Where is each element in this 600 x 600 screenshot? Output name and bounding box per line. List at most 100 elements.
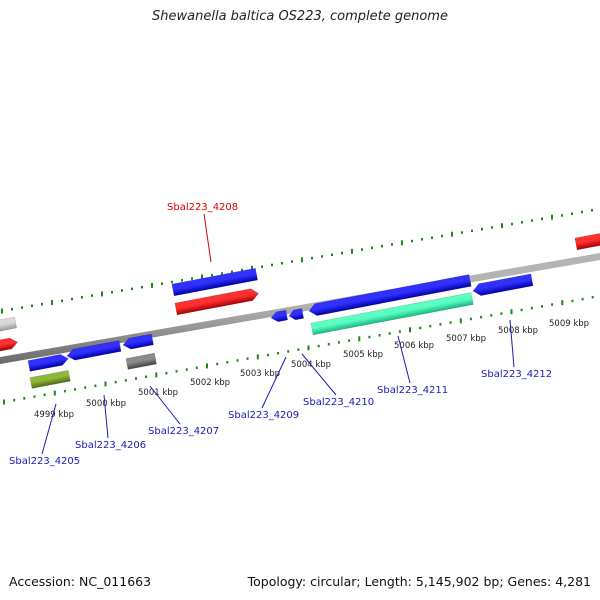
forward-cds-sbal223-4208[interactable] (171, 267, 258, 297)
major-tick (459, 318, 462, 324)
minor-tick (419, 326, 422, 330)
minor-tick (91, 294, 93, 297)
accession-text: Accession: NC_011663 (9, 574, 152, 589)
minor-tick (311, 256, 313, 260)
minor-tick (591, 209, 593, 212)
minor-tick (71, 297, 73, 301)
minor-tick (41, 302, 43, 306)
minor-tick (277, 352, 280, 355)
minor-tick (327, 343, 330, 346)
minor-tick (226, 361, 229, 364)
major-tick (358, 336, 361, 342)
forward-cds-sbal223-4205[interactable] (27, 353, 69, 372)
forward-cds-sbal223-4209[interactable] (270, 309, 288, 323)
forward-cds-sbal223-4210[interactable] (288, 308, 304, 321)
major-tick (451, 231, 453, 237)
minor-tick (165, 371, 168, 375)
major-tick (401, 240, 403, 246)
reverse-cds-left-edge[interactable] (0, 337, 19, 353)
minor-tick (63, 389, 66, 393)
major-tick (206, 363, 208, 369)
scale-label-5007-kbp: 5007 kbp (446, 334, 486, 344)
leader-line-sbal223-4208 (203, 213, 212, 263)
gray-block-left-edge[interactable] (0, 316, 17, 333)
minor-tick (23, 397, 26, 400)
major-tick (53, 390, 56, 396)
forward-cds-sbal223-4212[interactable] (472, 273, 534, 297)
minor-tick (61, 299, 63, 302)
minor-tick (429, 324, 432, 328)
minor-tick (531, 219, 533, 222)
reverse-cds-right-edge[interactable] (574, 232, 600, 251)
minor-tick (471, 229, 473, 233)
minor-tick (561, 214, 563, 217)
gene-label-sbal223-4206[interactable]: Sbal223_4206 (75, 440, 146, 451)
minor-tick (124, 379, 127, 382)
minor-tick (33, 395, 36, 398)
major-tick (101, 291, 103, 297)
forward-cds-sbal223-4209-shape (270, 309, 288, 322)
gene-label-sbal223-4205[interactable]: Sbal223_4205 (9, 456, 80, 467)
major-tick (307, 345, 310, 351)
gene-label-sbal223-4212[interactable]: Sbal223_4212 (481, 369, 552, 380)
pseudo-gene-sbal223-4207[interactable] (125, 352, 157, 370)
minor-tick (43, 393, 46, 396)
minor-tick (469, 317, 472, 321)
minor-tick (185, 368, 188, 371)
reverse-cds-sbal223-4208[interactable] (174, 287, 260, 316)
minor-tick (216, 362, 219, 366)
scale-label-5000-kbp: 5000 kbp (86, 399, 126, 409)
minor-tick (161, 282, 163, 285)
reverse-cds-right-edge-shape (574, 232, 600, 251)
minor-tick (31, 304, 33, 308)
minor-tick (271, 263, 273, 267)
leader-line-sbal223-4209 (261, 356, 287, 409)
major-tick (201, 274, 203, 280)
major-tick (155, 372, 158, 378)
minor-tick (74, 388, 76, 391)
leader-line-sbal223-4211 (397, 335, 411, 384)
reverse-cds-left-edge-shape (0, 337, 18, 353)
minor-tick (491, 226, 493, 229)
minor-tick (581, 297, 584, 301)
minor-tick (331, 253, 333, 256)
minor-tick (449, 321, 452, 324)
minor-tick (195, 366, 198, 369)
forward-cds-sbal223-4207[interactable] (122, 333, 154, 350)
minor-tick (441, 234, 443, 238)
other-feature-sbal223-4205-shape (29, 370, 71, 389)
minor-tick (281, 262, 283, 265)
major-tick (251, 265, 253, 271)
minor-tick (480, 315, 483, 319)
minor-tick (398, 330, 401, 333)
minor-tick (181, 279, 183, 282)
forward-cds-sbal223-4211[interactable] (308, 274, 472, 316)
minor-tick (411, 239, 413, 243)
minor-tick (121, 289, 123, 292)
forward-cds-sbal223-4205-shape (27, 354, 69, 372)
scale-label-4999-kbp: 4999 kbp (34, 410, 74, 420)
other-feature-sbal223-4205[interactable] (29, 370, 71, 389)
gene-label-sbal223-4209[interactable]: Sbal223_4209 (228, 410, 299, 421)
major-tick (409, 327, 411, 333)
reverse-cds-sbal223-4208-shape (174, 288, 259, 316)
gene-label-sbal223-4207[interactable]: Sbal223_4207 (148, 426, 219, 437)
minor-tick (431, 236, 433, 239)
rna-feature-sbal223-4211[interactable] (310, 292, 474, 336)
scale-label-5006-kbp: 5006 kbp (394, 341, 434, 351)
minor-tick (591, 296, 594, 299)
minor-tick (490, 314, 493, 317)
gene-label-sbal223-4208[interactable]: Sbal223_4208 (167, 202, 238, 213)
gray-block-left-edge-shape (0, 316, 17, 333)
major-tick (51, 300, 53, 305)
minor-tick (348, 339, 351, 342)
gene-label-sbal223-4211[interactable]: Sbal223_4211 (377, 385, 448, 396)
minor-tick (81, 296, 83, 299)
minor-tick (378, 334, 381, 337)
minor-tick (94, 384, 97, 387)
minor-tick (388, 332, 391, 335)
gene-label-sbal223-4210[interactable]: Sbal223_4210 (303, 397, 374, 408)
forward-cds-sbal223-4206[interactable] (66, 340, 122, 362)
